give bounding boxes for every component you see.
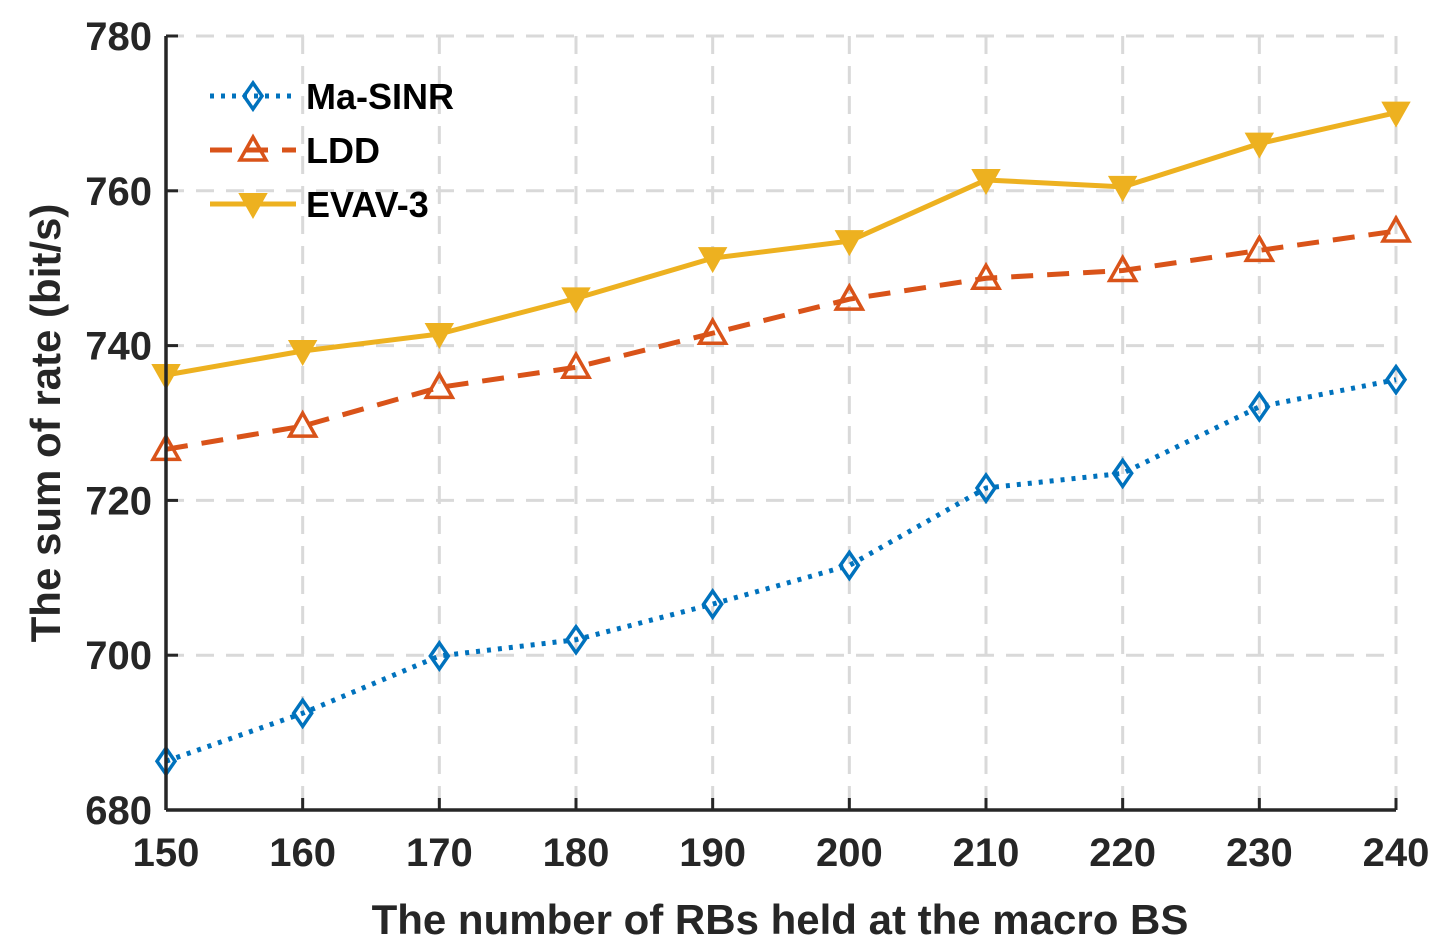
data-point-ma-sinr bbox=[838, 549, 861, 582]
data-point-ma-sinr bbox=[428, 639, 451, 673]
x-tick-label: 190 bbox=[679, 831, 746, 875]
y-tick-label: 740 bbox=[85, 325, 152, 369]
data-point-evav-3 bbox=[697, 247, 728, 274]
series-line-evav-3 bbox=[165, 110, 1397, 378]
series-evav-3 bbox=[151, 101, 1411, 391]
legend-entry-ma-sinr: Ma-SINR bbox=[210, 76, 454, 117]
y-tick-label: 760 bbox=[85, 170, 152, 214]
legend: Ma-SINR LDD EVAV-3 bbox=[210, 76, 454, 225]
data-point-ma-sinr bbox=[1384, 363, 1408, 396]
series-line-ma-sinr bbox=[165, 377, 1397, 764]
data-point-evav-3 bbox=[287, 340, 318, 367]
data-point-evav-3 bbox=[971, 168, 1001, 195]
data-point-ldd bbox=[1380, 214, 1412, 243]
x-tick-label: 240 bbox=[1363, 831, 1430, 875]
legend-label-ldd: LDD bbox=[306, 130, 380, 171]
series-ma-sinr bbox=[154, 363, 1408, 778]
data-point-ldd bbox=[970, 261, 1002, 291]
data-point-ldd bbox=[423, 370, 456, 400]
data-point-ma-sinr bbox=[701, 588, 724, 621]
data-point-ma-sinr bbox=[974, 471, 998, 505]
axes bbox=[164, 34, 1398, 812]
y-tick-label: 680 bbox=[85, 789, 152, 833]
x-tick-label: 210 bbox=[953, 831, 1020, 875]
data-point-ma-sinr bbox=[291, 697, 314, 730]
data-point-evav-3 bbox=[424, 322, 455, 350]
y-tick-label: 700 bbox=[85, 634, 152, 678]
data-point-ldd bbox=[696, 316, 729, 345]
legend-marker-ma-sinr bbox=[241, 79, 265, 113]
grid-lines bbox=[164, 34, 1398, 812]
series-ldd bbox=[150, 214, 1412, 462]
data-point-evav-3 bbox=[561, 287, 591, 314]
data-point-evav-3 bbox=[1107, 175, 1138, 202]
x-tick-label: 170 bbox=[406, 831, 473, 875]
legend-marker-evav-3 bbox=[238, 193, 268, 220]
y-tick-label: 720 bbox=[85, 479, 152, 523]
data-point-ldd bbox=[833, 282, 866, 311]
y-tick-label: 780 bbox=[85, 15, 152, 59]
legend-label-ma-sinr: Ma-SINR bbox=[306, 76, 454, 117]
data-point-ma-sinr bbox=[564, 623, 588, 656]
series-line-ldd bbox=[165, 228, 1397, 452]
legend-entry-evav-3: EVAV-3 bbox=[210, 184, 429, 225]
data-point-ldd bbox=[560, 350, 592, 380]
x-tick-label: 230 bbox=[1226, 831, 1293, 875]
data-point-evav-3 bbox=[1381, 101, 1411, 128]
data-point-ldd bbox=[1106, 253, 1139, 283]
x-tick-label: 150 bbox=[133, 831, 200, 875]
x-axis-title: The number of RBs held at the macro BS bbox=[372, 896, 1189, 943]
legend-entry-ldd: LDD bbox=[210, 130, 380, 171]
tick-labels: 150 160 170 180 190 200 210 220 230 240 680 700 720 7… bbox=[85, 15, 1429, 875]
data-point-ldd bbox=[1243, 233, 1276, 263]
legend-label-evav-3: EVAV-3 bbox=[306, 184, 429, 225]
x-tick-label: 200 bbox=[816, 831, 883, 875]
data-point-ma-sinr bbox=[1111, 457, 1134, 490]
data-point-ma-sinr bbox=[1248, 390, 1271, 423]
data-point-evav-3 bbox=[834, 230, 865, 257]
x-tick-label: 180 bbox=[543, 831, 610, 875]
data-point-ldd bbox=[286, 409, 319, 438]
data-point-evav-3 bbox=[1244, 132, 1275, 159]
y-axis-title: The sum of rate (bit/s) bbox=[22, 204, 69, 643]
x-tick-label: 220 bbox=[1089, 831, 1156, 875]
x-tick-label: 160 bbox=[269, 831, 336, 875]
legend-marker-ldd bbox=[237, 133, 269, 162]
